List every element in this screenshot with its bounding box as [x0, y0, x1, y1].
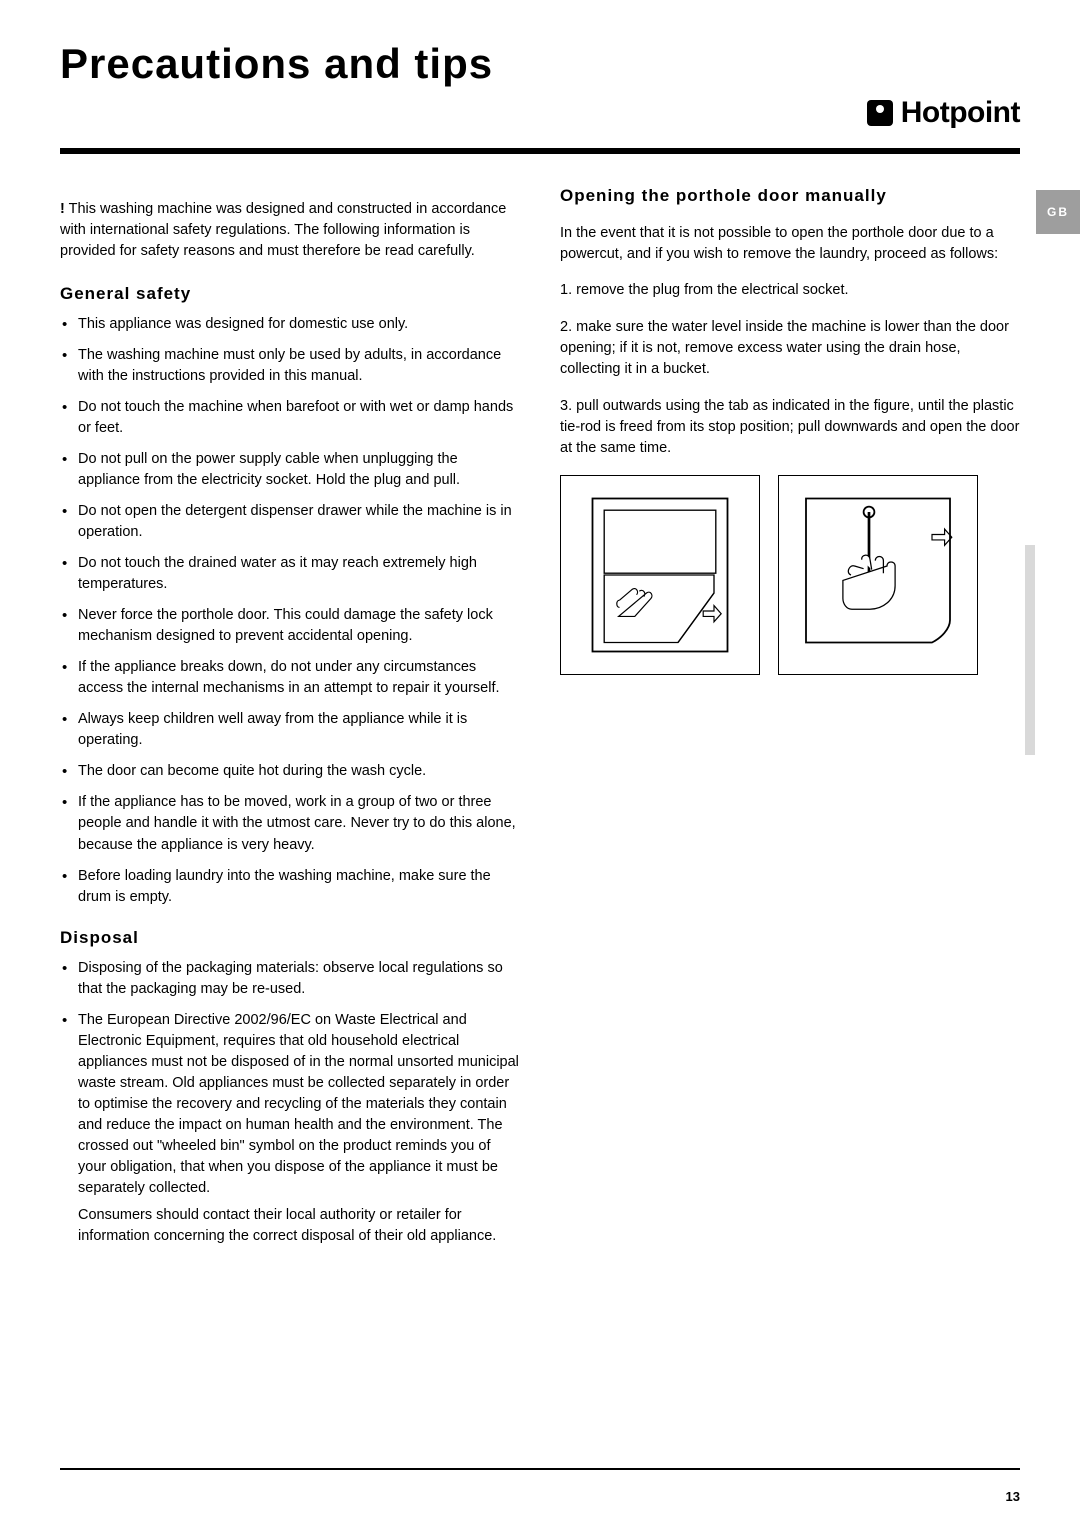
panel-open-icon — [570, 485, 750, 665]
list-item: Do not open the detergent dispenser draw… — [60, 501, 520, 543]
page-number: 13 — [1006, 1489, 1020, 1504]
pull-tab-icon — [788, 485, 968, 665]
list-item: Before loading laundry into the washing … — [60, 866, 520, 908]
figure-pull-tab — [778, 475, 978, 675]
list-item: Always keep children well away from the … — [60, 709, 520, 751]
list-item: Do not touch the drained water as it may… — [60, 553, 520, 595]
list-item: The European Directive 2002/96/EC on Was… — [60, 1010, 520, 1247]
figure-row — [560, 475, 1020, 675]
brand-dot-icon — [867, 100, 893, 126]
general-safety-heading: General safety — [60, 282, 520, 307]
footer-rule — [60, 1468, 1020, 1470]
list-item: The washing machine must only be used by… — [60, 345, 520, 387]
right-column: Opening the porthole door manually In th… — [560, 184, 1020, 1257]
disposal-heading: Disposal — [60, 926, 520, 951]
header-rule — [60, 148, 1020, 154]
list-item-text: The European Directive 2002/96/EC on Was… — [78, 1012, 519, 1196]
left-column: ! This washing machine was designed and … — [60, 184, 520, 1257]
list-item: Disposing of the packaging materials: ob… — [60, 958, 520, 1000]
page-title: Precautions and tips — [60, 40, 1020, 88]
list-item: Do not touch the machine when barefoot o… — [60, 397, 520, 439]
disposal-list: Disposing of the packaging materials: ob… — [60, 958, 520, 1247]
list-item: Do not pull on the power supply cable wh… — [60, 449, 520, 491]
intro-paragraph: ! This washing machine was designed and … — [60, 199, 520, 262]
figure-panel-open — [560, 475, 760, 675]
porthole-step-1: 1. remove the plug from the electrical s… — [560, 280, 1020, 301]
brand-row: Hotpoint — [60, 96, 1020, 130]
brand-text: Hotpoint — [901, 96, 1020, 130]
brand-logo: Hotpoint — [867, 96, 1020, 130]
porthole-step-2: 2. make sure the water level inside the … — [560, 317, 1020, 380]
intro-text: This washing machine was designed and co… — [60, 201, 506, 259]
list-item: This appliance was designed for domestic… — [60, 314, 520, 335]
warning-icon: ! — [60, 201, 65, 217]
porthole-step-3: 3. pull outwards using the tab as indica… — [560, 396, 1020, 459]
list-item-extra: Consumers should contact their local aut… — [78, 1205, 520, 1247]
list-item: If the appliance breaks down, do not und… — [60, 657, 520, 699]
list-item: If the appliance has to be moved, work i… — [60, 792, 520, 855]
porthole-intro: In the event that it is not possible to … — [560, 223, 1020, 265]
general-safety-list: This appliance was designed for domestic… — [60, 314, 520, 907]
porthole-heading: Opening the porthole door manually — [560, 184, 1020, 209]
language-tab: GB — [1036, 190, 1080, 234]
list-item: The door can become quite hot during the… — [60, 761, 520, 782]
figure-scrollbar — [1025, 545, 1035, 755]
list-item: Never force the porthole door. This coul… — [60, 605, 520, 647]
